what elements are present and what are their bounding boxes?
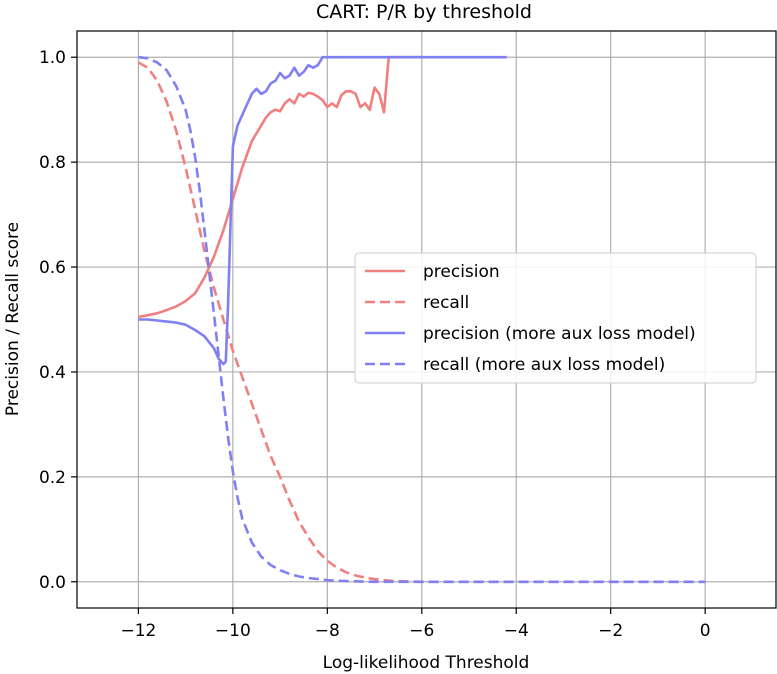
series-line-recall-more-aux-loss-model [138,55,706,584]
x-tick-label: 0 [700,621,711,641]
chart-title: CART: P/R by threshold [316,1,532,23]
y-tick-label: 0.6 [39,258,66,278]
x-tick-label: −12 [120,621,156,641]
legend: precision recall precision (more aux loss … [354,252,757,384]
series-line-precision-more-aux-loss-model [138,55,507,366]
legend-label: recall (more aux loss model) [423,355,665,375]
legend-label: recall [423,293,469,313]
x-tick-label: −10 [215,621,251,641]
legend-label: precision [423,262,500,282]
x-tick-label: −6 [409,621,434,641]
x-tick-label: −8 [315,621,340,641]
legend-box [354,252,757,384]
y-tick-label: 0.4 [39,363,66,383]
series-lines [137,55,706,584]
y-tick-label: 0.0 [39,573,66,593]
y-tick-label: 0.8 [39,153,66,173]
y-tick-label: 0.2 [39,468,66,488]
series-line-precision [138,55,422,319]
x-axis-title: Log-likelihood Threshold [323,653,530,673]
plot-frame [76,30,777,609]
legend-label: precision (more aux loss model) [423,324,696,344]
x-axis-ticks: −12 −10 −8 −6 −4 −2 0 [120,608,711,641]
y-axis-ticks: 0.0 0.2 0.4 0.6 0.8 1.0 [39,48,77,593]
x-tick-label: −2 [598,621,623,641]
x-tick-label: −4 [504,621,529,641]
y-tick-label: 1.0 [39,48,66,68]
y-axis-title: Precision / Recall score [3,222,23,416]
